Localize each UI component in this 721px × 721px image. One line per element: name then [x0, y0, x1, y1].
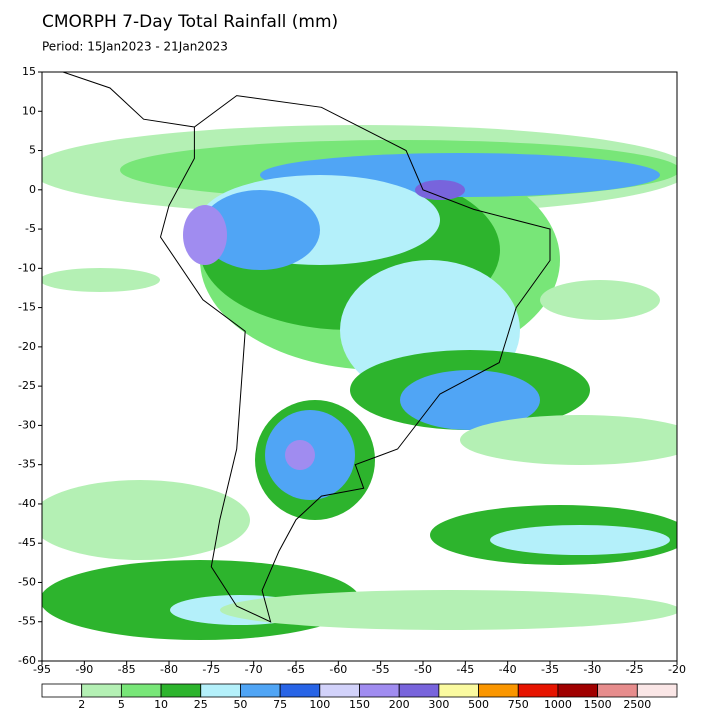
- legend-label: 500: [468, 698, 489, 711]
- y-tick-label: 10: [22, 104, 36, 117]
- x-tick-label: -60: [329, 663, 347, 676]
- y-tick-label: -40: [18, 497, 36, 510]
- x-tick-label: -85: [118, 663, 136, 676]
- rainfall-field: [42, 72, 677, 661]
- x-tick-label: -25: [626, 663, 644, 676]
- x-tick-label: -75: [202, 663, 220, 676]
- legend-label: 5: [118, 698, 125, 711]
- x-tick-label: -55: [372, 663, 390, 676]
- y-tick-label: -45: [18, 536, 36, 549]
- legend-swatch: [240, 683, 281, 698]
- y-tick-label: -35: [18, 458, 36, 471]
- legend-swatch: [359, 683, 400, 698]
- x-tick-label: -35: [541, 663, 559, 676]
- y-tick-label: -60: [18, 654, 36, 667]
- y-tick-label: -25: [18, 379, 36, 392]
- x-tick-label: -80: [160, 663, 178, 676]
- y-tick-label: 15: [22, 65, 36, 78]
- y-tick-label: 5: [29, 144, 36, 157]
- x-tick-label: -50: [414, 663, 432, 676]
- legend-label: 10: [154, 698, 168, 711]
- legend-swatch: [517, 683, 559, 698]
- y-tick-label: -10: [18, 261, 36, 274]
- legend-swatch: [160, 683, 202, 698]
- y-tick-label: 0: [29, 183, 36, 196]
- x-tick-label: -90: [75, 663, 93, 676]
- x-tick-label: -45: [456, 663, 474, 676]
- legend-label: 200: [389, 698, 410, 711]
- x-tick-label: -20: [668, 663, 686, 676]
- legend-swatch: [200, 683, 241, 698]
- period: Period: 15Jan2023 - 21Jan2023: [42, 40, 228, 54]
- legend-swatch: [120, 683, 162, 698]
- legend-swatch: [557, 683, 599, 698]
- legend-label: 1500: [584, 698, 612, 711]
- y-tick-label: -15: [18, 301, 36, 314]
- x-tick-label: -30: [583, 663, 601, 676]
- legend-swatch: [81, 683, 122, 698]
- y-tick-label: -55: [18, 615, 36, 628]
- legend-swatch: [636, 683, 678, 698]
- legend-swatch: [319, 683, 360, 698]
- legend-label: 300: [428, 698, 449, 711]
- y-tick-label: -50: [18, 575, 36, 588]
- x-tick-label: -65: [287, 663, 305, 676]
- legend-label: 75: [273, 698, 287, 711]
- legend-label: 1000: [544, 698, 572, 711]
- legend-swatch: [279, 683, 321, 698]
- legend-swatch: [597, 683, 638, 698]
- y-tick-label: -5: [25, 222, 36, 235]
- legend-label: 750: [508, 698, 529, 711]
- legend-swatch: [438, 683, 479, 698]
- legend-swatch: [398, 683, 440, 698]
- legend-label: 100: [309, 698, 330, 711]
- map-frame: [41, 71, 678, 662]
- legend-label: 2: [78, 698, 85, 711]
- x-tick-label: -40: [499, 663, 517, 676]
- legend-label: 50: [233, 698, 247, 711]
- legend-label: 25: [194, 698, 208, 711]
- y-tick-label: -30: [18, 418, 36, 431]
- legend-label: 150: [349, 698, 370, 711]
- legend-swatch: [478, 683, 519, 698]
- y-tick-label: -20: [18, 340, 36, 353]
- legend-swatch: [41, 683, 83, 698]
- legend-label: 2500: [623, 698, 651, 711]
- title: CMORPH 7-Day Total Rainfall (mm): [42, 12, 338, 32]
- x-tick-label: -95: [33, 663, 51, 676]
- x-tick-label: -70: [245, 663, 263, 676]
